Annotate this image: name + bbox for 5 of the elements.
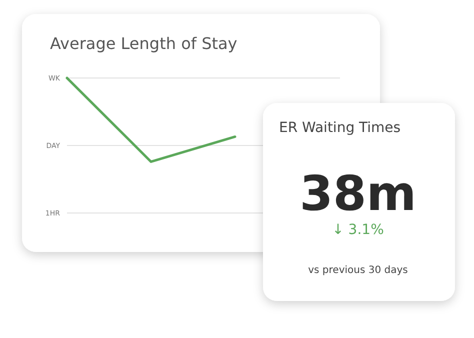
annotation: 38m <box>300 166 416 222</box>
text: ↓ 3.1% <box>332 222 384 238</box>
chart-title: Average Length of Stay <box>50 34 238 53</box>
text: ER Waiting Times <box>279 120 401 136</box>
text: vs previous 30 days <box>308 265 408 276</box>
